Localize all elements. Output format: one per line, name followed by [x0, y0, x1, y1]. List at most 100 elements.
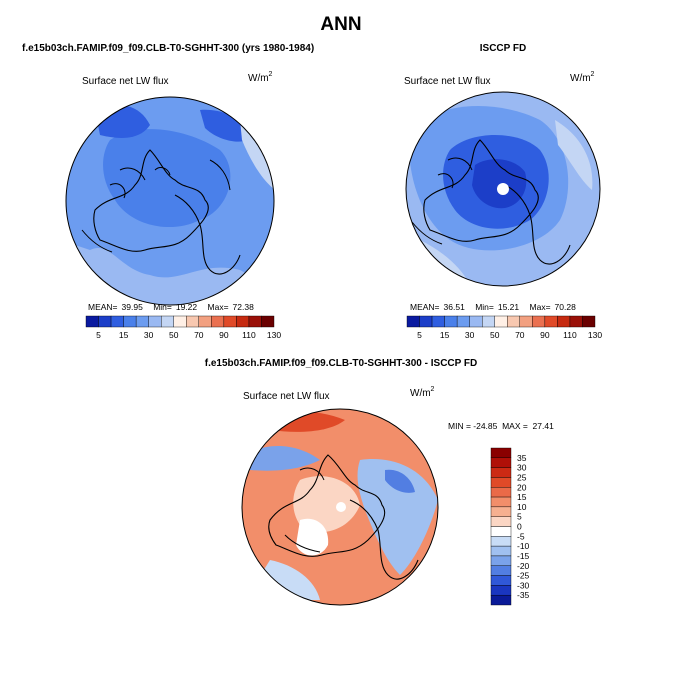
panel3-colorbar-swatch-3	[490, 477, 512, 488]
panel1-colorbar-label-4: 70	[194, 330, 204, 340]
panel1-colorbar-swatch-1	[98, 315, 112, 328]
panel2-colorbar-swatch-7	[494, 315, 508, 328]
panel2-map: Surface net LW flux W/m2 MEAN= 36.51 Min=…	[404, 71, 602, 340]
panel3-colorbar-label-6: 5	[517, 512, 522, 522]
panel3-colorbar-swatch-14	[490, 585, 512, 596]
panel1-map: Surface net LW flux W/m2 MEAN= 39.95 Min=…	[65, 71, 281, 340]
panel3-field-region-white	[296, 518, 329, 556]
panel3-colorbar-label-8: -5	[517, 531, 525, 541]
panel1-colorbar-label-7: 130	[267, 330, 281, 340]
panel2-colorbar-swatch-3	[444, 315, 458, 328]
panel3-colorbar-label-3: 20	[517, 482, 527, 492]
panel2-colorbar-label-4: 70	[515, 330, 525, 340]
panel2-colorbar-label-5: 90	[540, 330, 550, 340]
panel3-colorbar-label-2: 25	[517, 472, 527, 482]
panel1-colorbar-swatch-11	[223, 315, 237, 328]
panel1-stats: MEAN= 39.95 Min= 19.22 Max= 72.38	[88, 302, 254, 312]
panel2-colorbar-swatch-5	[469, 315, 483, 328]
panel2-colorbar-swatch-0	[406, 315, 420, 328]
panel3-stats: MIN = -24.85 MAX = 27.41	[448, 421, 554, 431]
panel2-run-title: ISCCP FD	[480, 43, 527, 54]
panel3-colorbar-label-1: 30	[517, 463, 527, 473]
panel3-colorbar-swatch-8	[490, 526, 512, 537]
panel2-colorbar-swatch-2	[431, 315, 445, 328]
panel2-colorbar-label-7: 130	[588, 330, 602, 340]
panel3-field-label: Surface net LW flux	[243, 391, 330, 402]
panel3-map-border	[241, 408, 439, 606]
panel3-field-region-blue	[245, 445, 320, 471]
panel2-colorbar-swatch-13	[569, 315, 583, 328]
panel3-colorbar-label-12: -25	[517, 571, 530, 581]
panel3-colorbar-swatch-12	[490, 565, 512, 576]
panel1-map-border	[65, 96, 275, 306]
panel1-colorbar-swatch-13	[248, 315, 262, 328]
panel3-colorbar-swatch-13	[490, 575, 512, 586]
panel2-units: W/m2	[570, 71, 595, 84]
panel2-colorbar-swatch-8	[507, 315, 520, 328]
panel3-pole-hole	[336, 502, 346, 512]
panel2-colorbar-swatch-6	[482, 315, 495, 328]
panel2-coast-b	[504, 184, 571, 265]
panel1-field-label: Surface net LW flux	[82, 76, 169, 87]
panel2-field-region-pale-a	[555, 120, 593, 190]
panel2-colorbar-swatch-10	[532, 315, 546, 328]
panel2-colorbar-swatch-4	[456, 315, 470, 328]
panel1-colorbar-label-5: 90	[219, 330, 229, 340]
panel3-colorbar-swatch-2	[490, 467, 512, 478]
panel3-map: Surface net LW flux W/m2 MIN = -24.85 MA…	[241, 386, 554, 606]
panel3-colorbar-label-0: 35	[517, 453, 527, 463]
panel2-colorbar-swatch-11	[544, 315, 558, 328]
panel3-coast-b	[349, 499, 419, 580]
panel2-colorbar-label-3: 50	[490, 330, 500, 340]
panel1-coast-c	[109, 167, 171, 199]
panel2-colorbar-swatch-14	[582, 315, 596, 328]
panel1-colorbar-swatch-12	[236, 315, 250, 328]
panel3-field-region-blue-east	[357, 459, 438, 575]
panel1-colorbar-swatch-14	[261, 315, 275, 328]
panel1-field-region-dark	[103, 129, 231, 228]
panel3-colorbar-swatch-9	[490, 536, 512, 547]
panel1-field	[66, 97, 274, 305]
panel2-coast-c	[411, 157, 473, 245]
panel1-colorbar-label-2: 30	[144, 330, 154, 340]
panel1-colorbar-swatch-0	[85, 315, 99, 328]
panel1-colorbar-label-1: 15	[119, 330, 129, 340]
panel1-colorbar-label-6: 110	[242, 330, 256, 340]
panel3-colorbar-swatch-5	[490, 496, 512, 508]
panel3-coast-c	[284, 467, 325, 553]
panel2-colorbar-swatch-12	[557, 315, 571, 328]
panel1-colorbar-swatch-2	[110, 315, 124, 328]
panel3-coast-a	[268, 454, 386, 557]
panel3-colorbar-label-4: 15	[517, 492, 527, 502]
panel1-run-title: f.e15b03ch.FAMIP.f09_f09.CLB-T0-SGHHT-30…	[22, 43, 314, 54]
panel1-colorbar-label-3: 50	[169, 330, 179, 340]
panel1-coast-b	[174, 194, 241, 275]
panel2-colorbar-swatch-1	[419, 315, 433, 328]
panel3-colorbar-swatch-15	[490, 594, 512, 606]
panel3-colorbar-swatch-0	[490, 447, 512, 459]
panel2-colorbar-label-6: 110	[563, 330, 577, 340]
panel2-colorbar-label-2: 30	[465, 330, 475, 340]
panel2-colorbar-label-0: 5	[417, 330, 422, 340]
panel1-colorbar-swatch-8	[186, 315, 199, 328]
panel3-colorbar-swatch-11	[490, 555, 512, 566]
panel2-coast-a	[423, 139, 539, 242]
panel1-coast-d	[81, 159, 231, 253]
panel2-colorbar-swatch-9	[519, 315, 533, 328]
panel1-colorbar-swatch-3	[123, 315, 137, 328]
panel2-colorbar: 5 15 30 50 70 90 110 130	[406, 315, 602, 340]
panel2-colorbar-label-1: 15	[440, 330, 450, 340]
panel1-colorbar-swatch-9	[198, 315, 212, 328]
panel1-coast-a	[93, 149, 209, 252]
panel2-pole-hole	[497, 183, 509, 195]
panel3-field-region-blue-deep	[385, 469, 415, 493]
panel1-field-region-pale	[240, 120, 274, 190]
panel1-colorbar-swatch-4	[135, 315, 149, 328]
panel3-units: W/m2	[410, 386, 435, 399]
panel3-colorbar-swatch-6	[490, 506, 512, 517]
figure-title: ANN	[320, 14, 361, 35]
panel2-map-border	[405, 91, 601, 287]
